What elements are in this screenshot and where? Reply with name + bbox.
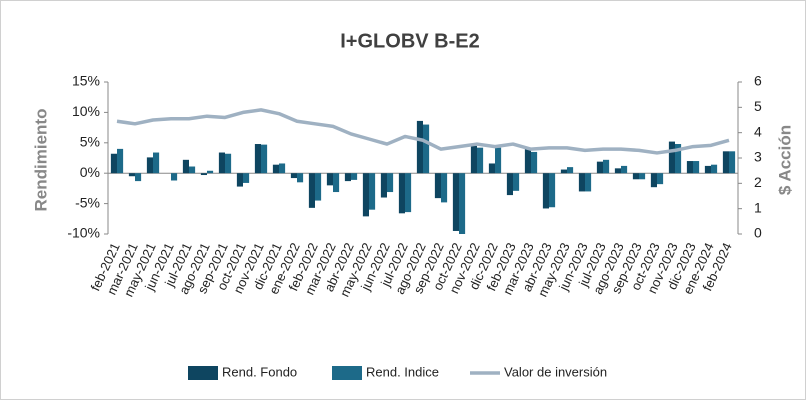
bar	[704, 165, 711, 174]
bar	[675, 144, 682, 174]
bar	[567, 167, 574, 174]
y2-tick-label: 4	[754, 123, 762, 139]
bar	[531, 151, 538, 174]
bar	[315, 173, 322, 201]
bar	[351, 173, 358, 180]
chart-title: I+GLOBV B-E2	[340, 30, 479, 52]
legend-label: Valor de inversión	[504, 364, 607, 379]
bar	[297, 173, 304, 183]
bar	[236, 173, 243, 187]
bar	[513, 173, 520, 191]
bar	[290, 173, 297, 179]
bar	[308, 173, 315, 208]
bar	[578, 173, 585, 192]
bar	[153, 152, 160, 174]
legend-label: Rend. Indice	[366, 364, 439, 379]
y-axis-title: Rendimiento	[31, 109, 50, 212]
y2-tick-label: 2	[754, 174, 762, 190]
y2-tick-label: 1	[754, 199, 762, 215]
bar	[117, 148, 124, 174]
bar	[711, 164, 718, 174]
bar	[135, 173, 142, 182]
bar	[524, 148, 531, 174]
bar	[459, 173, 466, 234]
bar	[585, 173, 592, 192]
bar	[603, 159, 610, 174]
bar	[344, 173, 351, 182]
bar	[128, 173, 135, 177]
bar	[722, 151, 729, 174]
bar	[639, 173, 646, 180]
bar	[398, 173, 405, 214]
bar	[333, 173, 340, 193]
bar	[254, 144, 261, 174]
bar	[207, 170, 214, 174]
bar	[362, 173, 369, 217]
bar	[542, 173, 549, 209]
bar	[387, 173, 394, 193]
bar	[171, 173, 178, 181]
bar	[441, 173, 448, 203]
bar	[261, 144, 268, 174]
y-tick-label: 5%	[80, 134, 100, 150]
legend-label: Rend. Fondo	[222, 364, 297, 379]
bar	[596, 161, 603, 174]
bar	[549, 173, 556, 208]
bar	[477, 147, 484, 174]
y2-tick-label: 0	[754, 225, 762, 241]
bar	[488, 163, 495, 174]
bar	[405, 173, 412, 213]
bar	[693, 161, 700, 174]
y2-tick-label: 3	[754, 149, 762, 165]
bar	[369, 173, 376, 210]
y2-tick-label: 6	[754, 73, 762, 89]
y-tick-label: 0%	[80, 164, 100, 180]
bar	[182, 159, 189, 174]
bar	[621, 165, 628, 174]
bar	[146, 157, 153, 174]
bar	[452, 173, 459, 231]
bar	[423, 124, 430, 174]
bar	[470, 145, 477, 174]
y-tick-label: -5%	[75, 194, 100, 210]
legend-swatch	[188, 366, 218, 380]
bar	[614, 168, 621, 174]
y-tick-label: 10%	[72, 103, 100, 119]
y2-axis-title: $ Acción	[775, 125, 794, 195]
bar	[326, 173, 333, 186]
bar	[506, 173, 513, 196]
bar	[110, 153, 117, 174]
bar	[243, 173, 250, 183]
bar	[416, 120, 423, 174]
legend-swatch	[332, 366, 362, 380]
bar	[729, 151, 736, 174]
bar	[279, 163, 286, 174]
bar	[632, 173, 639, 180]
bar	[560, 169, 567, 174]
bar	[225, 153, 232, 174]
bar	[200, 173, 207, 176]
bar	[686, 161, 693, 174]
bar	[272, 164, 279, 174]
bar	[189, 166, 196, 174]
bar	[668, 141, 675, 174]
bar	[657, 173, 664, 185]
y2-tick-label: 5	[754, 98, 762, 114]
bar	[434, 173, 441, 199]
y-tick-label: 15%	[72, 73, 100, 89]
bar	[380, 173, 387, 198]
bar	[218, 152, 225, 174]
bar	[650, 173, 657, 188]
bar	[495, 147, 502, 174]
line	[116, 108, 730, 155]
y-tick-label: -10%	[67, 225, 100, 241]
